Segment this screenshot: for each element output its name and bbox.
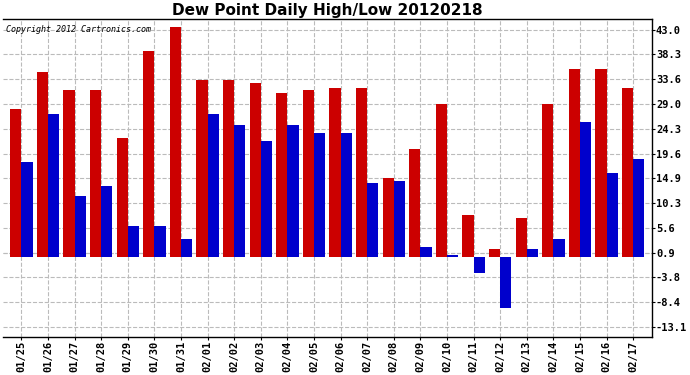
Bar [394, 180, 405, 257]
Bar [341, 133, 352, 257]
Bar [314, 133, 325, 257]
Bar [208, 114, 219, 257]
Bar [37, 72, 48, 257]
Bar [288, 125, 299, 257]
Bar [128, 225, 139, 257]
Bar [75, 196, 86, 257]
Bar [63, 90, 75, 257]
Bar [447, 255, 458, 257]
Bar [303, 90, 314, 257]
Bar [223, 80, 234, 257]
Bar [473, 257, 485, 273]
Bar [553, 239, 564, 257]
Bar [144, 51, 155, 257]
Bar [622, 88, 633, 257]
Bar [409, 149, 420, 257]
Bar [542, 104, 553, 257]
Bar [580, 122, 591, 257]
Bar [367, 183, 378, 257]
Bar [276, 93, 288, 257]
Bar [329, 88, 341, 257]
Bar [170, 27, 181, 257]
Bar [261, 141, 272, 257]
Bar [383, 178, 394, 257]
Title: Dew Point Daily High/Low 20120218: Dew Point Daily High/Low 20120218 [172, 3, 482, 18]
Bar [101, 186, 112, 257]
Bar [234, 125, 246, 257]
Bar [595, 69, 607, 257]
Bar [250, 82, 261, 257]
Bar [526, 249, 538, 257]
Bar [436, 104, 447, 257]
Bar [356, 88, 367, 257]
Bar [633, 159, 644, 257]
Bar [197, 80, 208, 257]
Bar [489, 249, 500, 257]
Bar [607, 172, 618, 257]
Bar [515, 217, 526, 257]
Text: Copyright 2012 Cartronics.com: Copyright 2012 Cartronics.com [6, 25, 151, 34]
Bar [21, 162, 32, 257]
Bar [155, 225, 166, 257]
Bar [569, 69, 580, 257]
Bar [181, 239, 193, 257]
Bar [117, 138, 128, 257]
Bar [420, 247, 431, 257]
Bar [462, 215, 473, 257]
Bar [10, 109, 21, 257]
Bar [500, 257, 511, 307]
Bar [48, 114, 59, 257]
Bar [90, 90, 101, 257]
